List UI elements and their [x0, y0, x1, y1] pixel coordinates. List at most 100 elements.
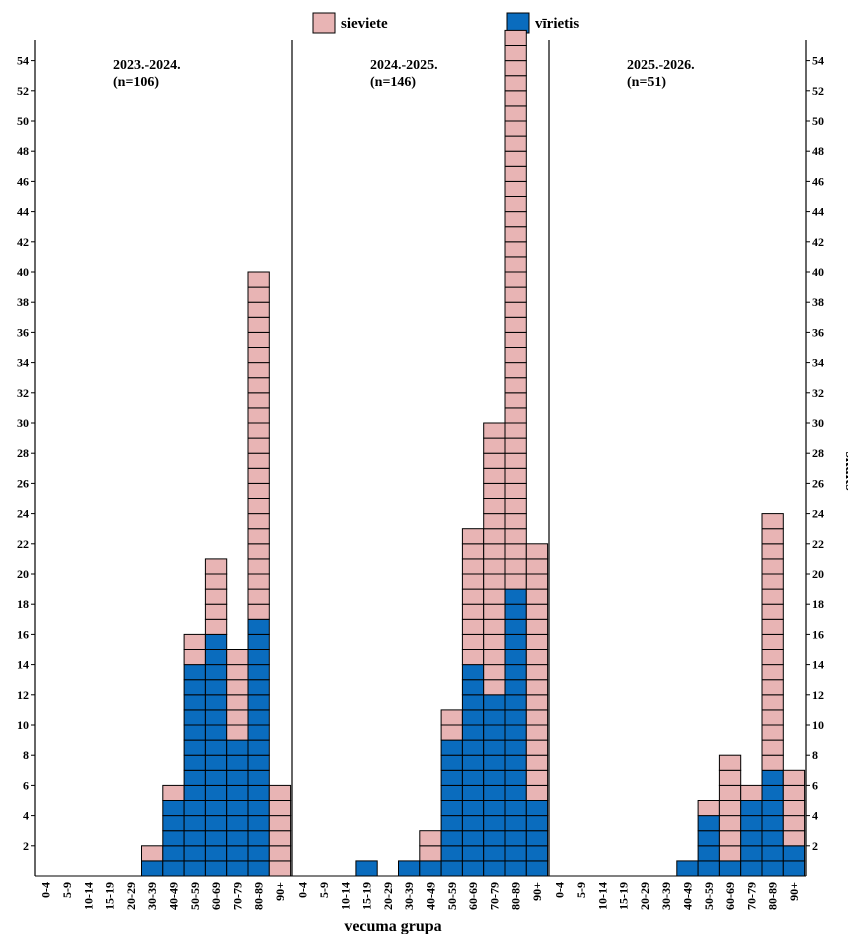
bar-cell-virietis	[183, 679, 206, 696]
bar-cell-sieviete	[504, 316, 527, 333]
bar-cell-virietis	[461, 769, 485, 786]
bar-cell-virietis	[247, 739, 270, 756]
bar-cell-virietis	[183, 800, 206, 817]
bar-cell-virietis	[226, 815, 249, 832]
bar-cell-virietis	[504, 603, 527, 620]
bar-cell-virietis	[419, 860, 442, 877]
bar-cell-sieviete	[504, 407, 527, 424]
bar-cell-sieviete	[204, 588, 228, 605]
y-axis-left: 2468101214161820222426283032343638404244…	[17, 54, 35, 853]
bar-cell-virietis	[483, 694, 506, 711]
y-tick-label-left: 18	[17, 597, 29, 611]
panel-title: 2024.-2025.	[370, 58, 438, 73]
bar-cell-virietis	[204, 769, 228, 786]
bar-cell-virietis	[483, 815, 506, 832]
bar-cell-virietis	[183, 860, 206, 877]
bar-cell-virietis	[226, 860, 249, 877]
bar-cell-virietis	[461, 784, 485, 802]
bar-cell-sieviete	[504, 422, 527, 439]
x-tick-label: 5-9	[60, 882, 74, 898]
bar-cell-virietis	[718, 860, 742, 877]
bar-cell-sieviete	[525, 618, 549, 635]
bar-cell-virietis	[247, 679, 270, 696]
bar-cell-sieviete	[761, 528, 784, 545]
y-tick-label-right: 12	[812, 688, 824, 702]
bar-cell-virietis	[461, 815, 485, 832]
y-tick-label-right: 2	[812, 839, 818, 853]
bar-cell-sieviete	[782, 784, 806, 802]
y-axis-right: 2468101214161820222426283032343638404244…	[806, 54, 824, 853]
bar-cell-virietis	[183, 754, 206, 771]
bar-cell-sieviete	[226, 709, 249, 726]
bar-cell-sieviete	[504, 29, 527, 46]
bar-cell-virietis	[504, 633, 527, 651]
bar-cell-sieviete	[761, 679, 784, 696]
bar-cell-sieviete	[718, 815, 742, 832]
bar-cell-virietis	[761, 845, 784, 862]
bar-cell-sieviete	[525, 694, 549, 711]
bar-cell-virietis	[504, 649, 527, 666]
bar-cell-sieviete	[504, 286, 527, 303]
bar-cell-sieviete	[504, 362, 527, 379]
bar-cell-virietis	[204, 633, 228, 651]
bar-cell-virietis	[504, 739, 527, 756]
y-tick-label-left: 26	[17, 476, 29, 490]
bar-cell-virietis	[247, 618, 270, 635]
bar-cell-sieviete	[504, 60, 527, 77]
bar-cell-sieviete	[483, 573, 506, 590]
bar-cell-sieviete	[226, 694, 249, 711]
plot-panels: 2023.-2024. (n=106) 2024.-2025. (n=146) 2025…	[34, 29, 807, 877]
bar-cell-virietis	[461, 694, 485, 711]
x-tick-label: 20-29	[638, 882, 652, 910]
bar-cell-sieviete	[461, 633, 485, 651]
x-tick-label: 70-79	[230, 882, 244, 910]
y-tick-label-left: 34	[17, 356, 29, 370]
bar-cell-virietis	[740, 800, 763, 817]
bar-cell-virietis	[697, 860, 720, 877]
bar-cell-sieviete	[483, 543, 506, 560]
y-tick-label-left: 50	[17, 114, 29, 128]
bar-cell-sieviete	[504, 135, 527, 152]
bar-cell-virietis	[183, 845, 206, 862]
x-tick-label: 40-49	[166, 882, 180, 910]
bar-cell-sieviete	[440, 724, 463, 741]
bar-cell-virietis	[226, 800, 249, 817]
bar-cell-virietis	[440, 860, 463, 877]
bar-cell-virietis	[204, 815, 228, 832]
bar-cell-sieviete	[268, 800, 292, 817]
bar-cell-sieviete	[761, 588, 784, 605]
bar-cell-virietis	[204, 784, 228, 802]
bar-cell-virietis	[504, 784, 527, 802]
bar-cell-sieviete	[268, 815, 292, 832]
bar-cell-virietis	[247, 830, 270, 847]
bar-cell-sieviete	[782, 800, 806, 817]
bar-cell-virietis	[461, 724, 485, 741]
bar-cell-virietis	[740, 860, 763, 877]
x-tick-label: 5-9	[317, 882, 331, 898]
bar-cell-sieviete	[247, 301, 270, 318]
bar-cell-sieviete	[247, 528, 270, 545]
bar-cell-virietis	[461, 709, 485, 726]
bar-cell-sieviete	[483, 513, 506, 530]
bar-cell-sieviete	[483, 664, 506, 681]
bar-cell-virietis	[525, 815, 549, 832]
bar-cell-sieviete	[483, 482, 506, 499]
bar-cell-sieviete	[483, 588, 506, 605]
x-tick-label: 50-59	[445, 882, 459, 910]
bar-cell-virietis	[483, 724, 506, 741]
x-tick-label: 80-89	[766, 882, 780, 910]
bar-cell-virietis	[398, 860, 421, 877]
bar-cell-sieviete	[761, 754, 784, 771]
bar-cell-sieviete	[461, 588, 485, 605]
x-tick-label: 15-19	[360, 882, 374, 910]
bar-cell-sieviete	[504, 513, 527, 530]
bar-cell-virietis	[247, 694, 270, 711]
bar-cell-virietis	[247, 633, 270, 651]
bar-cell-sieviete	[761, 724, 784, 741]
panel-subtitle: (n=146)	[370, 75, 416, 90]
bar-cell-sieviete	[504, 256, 527, 273]
bar-cell-sieviete	[504, 45, 527, 62]
y-tick-label-left: 42	[17, 235, 29, 249]
y-tick-label-right: 18	[812, 597, 824, 611]
bar-cell-sieviete	[504, 271, 527, 288]
